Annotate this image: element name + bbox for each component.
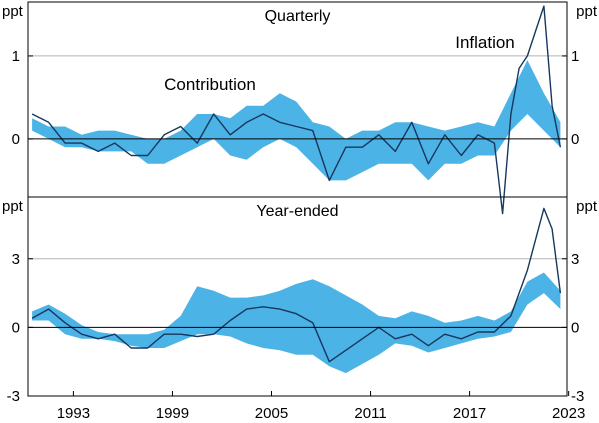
contribution-band <box>32 60 561 181</box>
panel-title: Year-ended <box>256 203 338 220</box>
y-tick-label-right: 3 <box>571 251 579 268</box>
panel-quarterly: 1 0 1 0 ppt ppt Quarterly Contribution Inf… <box>2 1 598 215</box>
panel-title: Quarterly <box>265 8 331 25</box>
left-unit-label: ppt <box>2 3 24 20</box>
panel-frame <box>27 1 568 198</box>
y-tick-label-right: -3 <box>571 388 584 405</box>
y-tick-label-left: 0 <box>12 131 20 148</box>
contribution-label: Contribution <box>164 75 256 94</box>
y-tick-label-right: 0 <box>571 131 579 148</box>
x-tick-label: 2011 <box>354 405 386 422</box>
inflation-label: Inflation <box>455 33 515 52</box>
y-tick-label-right: 0 <box>571 319 579 336</box>
contribution-band <box>32 272 561 374</box>
x-tick-label: 1993 <box>57 405 90 422</box>
left-unit-label: ppt <box>2 198 24 215</box>
y-tick-label-left: 1 <box>12 48 20 65</box>
x-tick-label: 2023 <box>552 405 585 422</box>
x-tick-label: 1999 <box>156 405 189 422</box>
y-tick-label-left: 0 <box>12 319 20 336</box>
panel-year-ended: 3 0 -3 3 0 -3 ppt ppt Year-ended <box>2 196 598 405</box>
right-unit-label: ppt <box>576 198 598 215</box>
right-unit-label: ppt <box>576 3 598 20</box>
x-axis: 1993 1999 2005 2011 2017 2023 <box>57 391 585 422</box>
y-tick-label-left: -3 <box>7 388 20 405</box>
inflation-line <box>31 5 562 215</box>
y-tick-label-left: 3 <box>12 251 20 268</box>
inflation-line <box>31 207 562 363</box>
y-tick-label-right: 1 <box>571 48 579 65</box>
x-tick-label: 2005 <box>255 405 288 422</box>
x-tick-label: 2017 <box>453 405 486 422</box>
panel-frame <box>27 196 568 397</box>
